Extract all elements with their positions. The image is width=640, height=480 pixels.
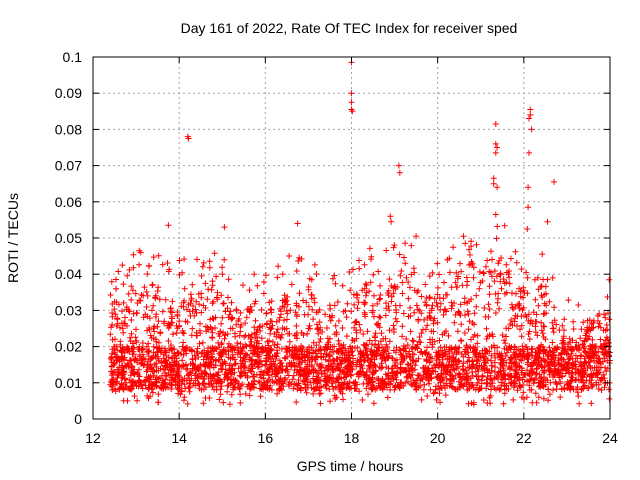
data-point-markers — [107, 59, 613, 408]
y-tick-label: 0.06 — [55, 194, 82, 210]
x-tick-label: 16 — [258, 430, 274, 446]
chart-title: Day 161 of 2022, Rate Of TEC Index for r… — [181, 20, 518, 36]
y-tick-label: 0.02 — [55, 339, 82, 355]
y-tick-label: 0.1 — [63, 49, 83, 65]
y-tick-label: 0.08 — [55, 121, 82, 137]
y-tick-label: 0.04 — [55, 266, 82, 282]
y-tick-label: 0 — [74, 411, 82, 427]
x-tick-label: 22 — [516, 430, 532, 446]
y-tick-label: 0.05 — [55, 230, 82, 246]
y-tick-label: 0.09 — [55, 85, 82, 101]
x-tick-label: 18 — [344, 430, 360, 446]
y-tick-label: 0.03 — [55, 302, 82, 318]
y-tick-label: 0.01 — [55, 375, 82, 391]
scatter-points — [107, 59, 613, 408]
y-axis-title: ROTI / TECUs — [5, 193, 21, 283]
axis-ticks: 12 14 16 18 20 22 24 0 0.01 0.02 0.03 0.04 0.05 0.06 0… — [55, 49, 618, 446]
x-tick-label: 12 — [85, 430, 101, 446]
x-tick-label: 14 — [171, 430, 187, 446]
x-axis-title: GPS time / hours — [297, 458, 404, 474]
y-tick-label: 0.07 — [55, 158, 82, 174]
x-tick-label: 24 — [602, 430, 618, 446]
x-tick-label: 20 — [430, 430, 446, 446]
